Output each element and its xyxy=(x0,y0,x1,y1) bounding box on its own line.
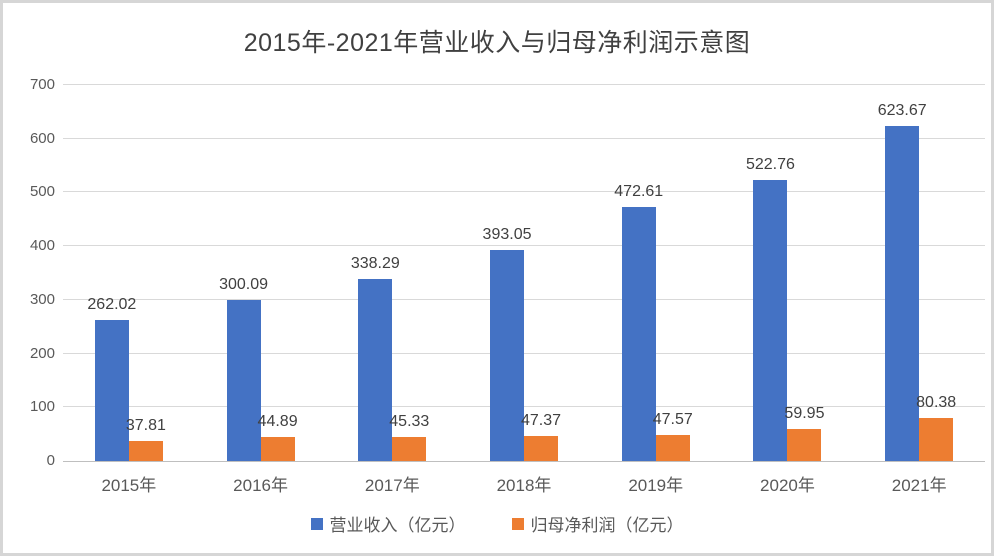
plot-area: 262.02 37.81 300.09 44.89 338.29 45.33 393.05 4… xyxy=(63,84,985,462)
y-tick-100: 100 xyxy=(29,398,55,416)
revenue-bar-2017年: 338.29 xyxy=(351,255,400,461)
revenue-bar-2016年: 300.09 xyxy=(219,276,268,461)
net-profit-bar-2018年: 47.37 xyxy=(521,412,561,461)
net-profit-legend-label: 归母净利润（亿元） xyxy=(530,516,684,535)
x-label-2018年: 2018年 xyxy=(496,476,552,495)
revenue-legend-swatch xyxy=(310,517,323,530)
net-profit-bar-2021年: 80.38 xyxy=(916,394,956,461)
net-profit-bar-2019年: 47.57 xyxy=(653,411,693,461)
net-profit-bar-2020年: 59.95 xyxy=(784,405,824,461)
revenue-label-2021年: 623.67 xyxy=(877,102,927,120)
x-label-2019年: 2019年 xyxy=(628,476,684,495)
net-profit-label-2021年: 80.38 xyxy=(916,393,957,411)
revenue-label-2020年: 522.76 xyxy=(745,156,795,174)
gridline-400 xyxy=(63,245,985,247)
chart-title: 2015年-2021年营业收入与归母净利润示意图 xyxy=(243,29,751,57)
y-tick-200: 200 xyxy=(29,344,55,362)
revenue-bar-2018年: 393.05 xyxy=(483,226,531,461)
gridline-0 xyxy=(63,461,985,462)
revenue-label-2018年: 393.05 xyxy=(482,225,532,243)
y-tick-500: 500 xyxy=(29,183,55,201)
x-label-2015年: 2015年 xyxy=(101,476,157,495)
y-tick-300: 300 xyxy=(29,290,55,308)
x-label-2017年: 2017年 xyxy=(364,476,420,495)
x-label-2020年: 2020年 xyxy=(760,476,815,495)
revenue-bar-2021年: 623.67 xyxy=(878,102,927,461)
revenue-legend-label: 营业收入（亿元） xyxy=(329,516,466,535)
x-label-2021年: 2021年 xyxy=(891,476,947,495)
net-profit-label-2020年: 59.95 xyxy=(784,404,825,422)
gridline-500 xyxy=(63,191,985,193)
bar-groups: 262.02 37.81 300.09 44.89 338.29 45.33 393.05 4… xyxy=(63,85,985,461)
bar-group-2020年: 522.76 59.95 xyxy=(722,85,854,461)
revenue-bar-2019年: 472.61 xyxy=(614,183,663,461)
net-profit-label-2018年: 47.37 xyxy=(520,411,562,429)
gridline-600 xyxy=(63,137,985,139)
bar-group-2015年: 262.02 37.81 xyxy=(63,85,195,461)
legend-item-revenue: 营业收入（亿元） xyxy=(310,511,466,536)
net-profit-bar-2016年: 44.89 xyxy=(258,413,298,461)
y-tick-700: 700 xyxy=(29,76,55,93)
bar-group-2016年: 300.09 44.89 xyxy=(195,85,327,461)
revenue-label-2019年: 472.61 xyxy=(614,183,664,201)
chart-legend: 营业收入（亿元） 归母净利润（亿元） xyxy=(3,511,991,536)
net-profit-legend-swatch xyxy=(511,517,524,530)
revenue-label-2015年: 262.02 xyxy=(87,296,137,314)
revenue-label-2017年: 338.29 xyxy=(350,255,400,273)
net-profit-label-2019年: 47.57 xyxy=(652,411,693,429)
y-tick-600: 600 xyxy=(29,129,55,147)
net-profit-label-2015年: 37.81 xyxy=(125,416,166,434)
y-tick-400: 400 xyxy=(29,237,55,255)
bar-group-2018年: 393.05 47.37 xyxy=(458,85,590,461)
x-label-2016年: 2016年 xyxy=(233,476,288,495)
net-profit-bar-2017年: 45.33 xyxy=(389,413,429,461)
gridline-700 xyxy=(63,84,985,85)
bar-group-2021年: 623.67 80.38 xyxy=(853,85,985,461)
net-profit-label-2017年: 45.33 xyxy=(389,412,430,430)
bar-group-2019年: 472.61 47.57 xyxy=(590,85,722,461)
bar-group-2017年: 338.29 45.33 xyxy=(326,85,458,461)
revenue-label-2016年: 300.09 xyxy=(219,275,269,293)
revenue-bar-2020年: 522.76 xyxy=(746,156,795,461)
net-profit-label-2016年: 44.89 xyxy=(257,412,298,430)
legend-item-net-profit: 归母净利润（亿元） xyxy=(511,511,684,536)
y-tick-0: 0 xyxy=(46,452,55,469)
net-profit-bar-2015年: 37.81 xyxy=(126,417,166,461)
x-axis-labels: 2015年 2016年 2017年 2018年 2019年 2020年 2021年 xyxy=(63,471,985,496)
revenue-bar-2015年: 262.02 xyxy=(87,296,136,461)
